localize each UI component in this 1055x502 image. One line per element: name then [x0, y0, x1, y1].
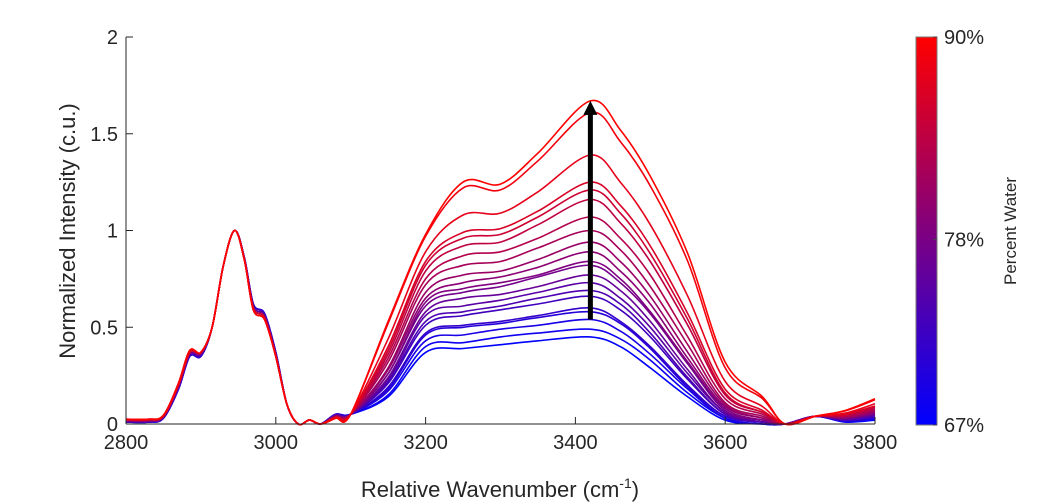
spectrum-line: [126, 229, 876, 426]
spectrum-line: [126, 154, 876, 426]
colorbar-label: Percent Water: [1001, 177, 1020, 285]
trend-arrow: [583, 100, 598, 320]
colorbar: [915, 36, 938, 426]
colorbar-tick-label: 90%: [944, 27, 984, 49]
arrow-head: [583, 100, 598, 115]
x-axis-label-close: ): [632, 477, 639, 502]
y-tick-label: 1: [107, 221, 118, 243]
spectrum-line: [126, 229, 876, 426]
spectrum-line: [126, 229, 876, 426]
spectrum-line: [126, 111, 876, 426]
axes: 2800 3000 3200 3400 3600 3800 0 0.5 1 1.5 2: [90, 27, 897, 454]
x-axis-label-text: Relative Wavenumber (cm: [361, 477, 619, 502]
x-axis-label: Relative Wavenumber (cm-1): [361, 475, 639, 502]
spectrum-line: [126, 189, 876, 426]
spectrum-line: [126, 229, 876, 426]
spectrum-line: [126, 229, 876, 426]
colorbar-tick-label: 78%: [944, 229, 984, 251]
x-tick-label: 2800: [104, 432, 149, 454]
x-tick-label: 3200: [403, 432, 448, 454]
x-tick-label: 3600: [703, 432, 748, 454]
spectrum-line: [126, 229, 876, 426]
spectrum-line: [126, 99, 876, 426]
spectrum-line: [126, 229, 876, 426]
y-tick-label: 2: [107, 27, 118, 49]
spectrum-line: [126, 181, 876, 426]
spectrum-line: [126, 229, 876, 426]
x-tick-label: 3000: [254, 432, 299, 454]
y-axis-label: Normalized Intensity (c.u.): [55, 103, 80, 359]
x-tick-label: 3800: [853, 432, 898, 454]
y-tick-label: 0: [107, 414, 118, 436]
spectrum-line: [126, 229, 876, 426]
colorbar-tick-label: 67%: [944, 415, 984, 437]
x-tick-label: 3400: [553, 432, 598, 454]
y-tick-label: 0.5: [90, 317, 118, 339]
colorbar-ticks: 90% 78% 67%: [933, 27, 984, 437]
spectrum-line: [126, 229, 876, 426]
series-layer: [126, 99, 876, 426]
spectrum-line: [126, 229, 876, 426]
spectrum-line: [126, 229, 876, 426]
y-tick-label: 1.5: [90, 124, 118, 146]
spectrum-line: [126, 229, 876, 426]
spectrum-line: [126, 229, 876, 426]
x-axis-label-superscript: -1: [619, 475, 632, 491]
